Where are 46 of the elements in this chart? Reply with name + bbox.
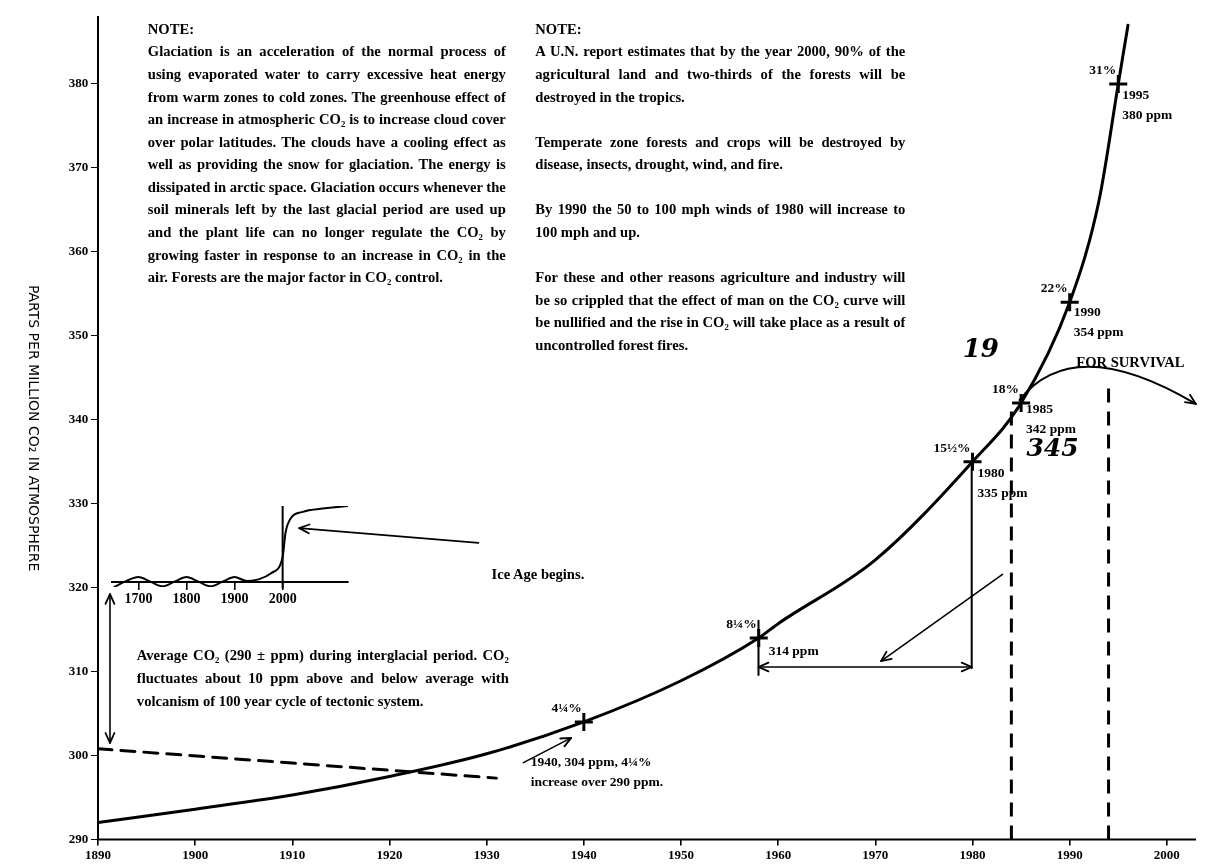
x-tick-label: 1940 xyxy=(570,846,597,862)
annotation: 1995 380 ppm xyxy=(1122,85,1173,124)
x-tick-label: 1920 xyxy=(376,846,403,862)
annotation: 19 xyxy=(962,332,999,363)
annotation: 1940, 304 ppm, 4¼% increase over 290 ppm. xyxy=(530,752,665,791)
annotation: 1980 335 ppm xyxy=(977,463,1028,502)
annotation: 4¼% xyxy=(551,698,582,717)
annotation: 22% xyxy=(1040,279,1068,298)
x-tick-label: 1900 xyxy=(182,846,209,862)
text: NOTE: Glaciation is an acceleration of the normal process of using evaporated water to carry excessive heat energy from warm zones to cold zones. The greenhouse effect of an increase in atmospheric CO₂ is to increase cloud cover over polar latitudes. The clouds have a cooling effect as well as providing the snow for glaciation. The energy is dissipated in arctic space. Glaciation occurs whenever the soil minerals left by the last glacial period are used up and the plant life can no longer regulate the CO₂ by growing faster in response to an increase in CO₂ in the air. Forests are the major factor in CO₂ control. xyxy=(147,20,506,286)
annotation: 31% xyxy=(1089,60,1117,79)
x-tick-label: 1910 xyxy=(279,846,306,862)
x-tick-label: 1930 xyxy=(473,846,500,862)
y-axis-title: PARTS PER MILLION CO₂ IN ATMOSPHERE xyxy=(25,284,42,572)
x-tick-label: 1960 xyxy=(765,846,792,862)
y-tick-label: 360 xyxy=(68,243,98,259)
annotation: Ice Age begins. xyxy=(491,564,585,584)
x-tick-label: 1700 xyxy=(124,591,153,607)
x-tick-label: 1980 xyxy=(959,846,986,862)
annotation: 314 ppm xyxy=(768,641,819,660)
y-tick-label: 380 xyxy=(68,75,98,91)
annotation: Average CO₂ (290 ± ppm) during interglacial period. CO₂ fluctuates about 10 ppm above and below average with volcanism of 100 year cycle of tectonic system. xyxy=(136,646,509,711)
point xyxy=(748,627,770,649)
y-tick-label: 290 xyxy=(68,830,98,846)
annotation: 8¼% xyxy=(726,614,757,633)
x-tick-label: 1970 xyxy=(862,846,889,862)
x-tick-label: 1800 xyxy=(172,591,201,607)
x-tick-label: 1950 xyxy=(668,846,695,862)
y-tick-label: 300 xyxy=(68,746,98,762)
x-tick-label: 1900 xyxy=(220,591,249,607)
annotation: 18% xyxy=(992,379,1020,398)
y-tick-label: 370 xyxy=(68,159,98,175)
x-tick-label: 2000 xyxy=(1153,846,1180,862)
y-tick-label: 320 xyxy=(68,578,98,594)
y-tick-label: 350 xyxy=(68,327,98,343)
y-tick-label: 310 xyxy=(68,662,98,678)
x-tick-label: 1990 xyxy=(1056,846,1083,862)
annotation: 15½% xyxy=(933,438,971,457)
annotation: FOR SURVIVAL xyxy=(1076,352,1185,372)
text: NOTE: A U.N. report estimates that by the year 2000, 90% of the agricultural land and two-thirds of the forests will be destroyed in the tropics. Temperate zone forests and crops will be destroyed by disease, insects, drought, wind, and fire. By 1990 the 50 to 100 mph winds of 1980 will increase to 100 mph and up. For these and other reasons agriculture and industry will be so crippled that the effect of man on the CO₂ curve will be nullified and the rise in CO₂ will take place as a result of uncontrolled forest fires. xyxy=(535,20,906,354)
x-tick-label: 1890 xyxy=(85,846,111,862)
annotation: 1990 354 ppm xyxy=(1073,303,1124,342)
x-tick-label: 2000 xyxy=(268,591,297,607)
point xyxy=(573,711,595,733)
y-tick-label: 340 xyxy=(68,411,98,427)
y-tick-label: 330 xyxy=(68,495,98,510)
